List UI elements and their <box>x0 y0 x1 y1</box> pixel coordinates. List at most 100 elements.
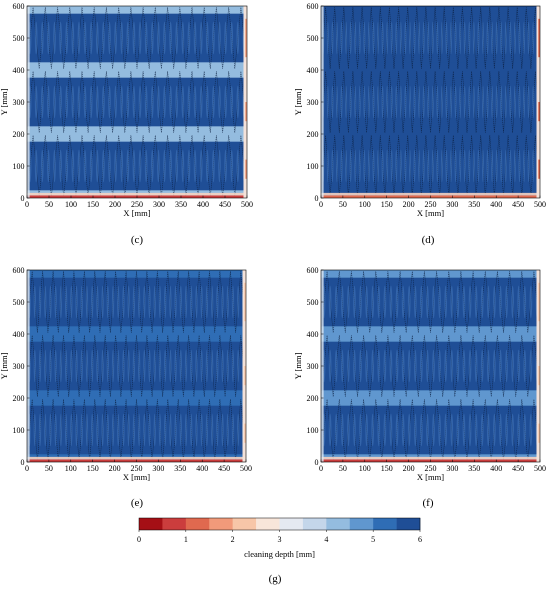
band-core <box>27 13 247 63</box>
pass-highlight <box>481 85 484 119</box>
pass-highlight <box>33 285 36 319</box>
panel-label: (c) <box>131 234 144 246</box>
pass-highlight <box>426 349 429 383</box>
pass-highlight <box>395 149 398 183</box>
y-tick-label: 500 <box>13 298 25 307</box>
colorbar-segment <box>209 518 233 530</box>
pass-highlight <box>158 413 162 447</box>
right-edge-mark <box>245 102 247 122</box>
pass-highlight <box>529 349 533 383</box>
pass-highlight <box>518 85 521 119</box>
pass-highlight <box>427 149 430 183</box>
pass-highlight <box>477 21 480 55</box>
pass-highlight <box>404 85 407 119</box>
pass-highlight <box>472 149 475 183</box>
pass-highlight <box>64 285 68 319</box>
pass-highlight <box>407 413 411 447</box>
right-edge-mark <box>245 18 247 58</box>
pass-highlight <box>64 349 68 383</box>
pass-highlight <box>195 285 198 319</box>
pass-highlight <box>59 85 62 119</box>
pass-highlight <box>236 85 240 119</box>
pass-highlight <box>399 21 402 55</box>
pass-highlight <box>450 85 453 119</box>
y-axis-label: Y [mm] <box>293 88 303 115</box>
y-tick-label: 100 <box>13 162 25 171</box>
bottom-edge-fade <box>27 456 246 460</box>
pass-highlight <box>401 413 405 447</box>
pass-highlight <box>358 149 361 183</box>
pass-highlight <box>137 285 141 319</box>
pass-highlight <box>187 85 191 119</box>
pass-highlight <box>205 349 209 383</box>
pass-highlight <box>422 21 425 55</box>
pass-highlight <box>367 149 370 183</box>
panel-label: (f) <box>423 497 434 509</box>
pass-highlight <box>181 85 185 119</box>
colorbar-segment <box>373 518 397 530</box>
pass-highlight <box>527 85 530 119</box>
pass-highlight <box>221 413 224 447</box>
pass-highlight <box>395 21 398 55</box>
pass-highlight <box>450 21 453 55</box>
pass-highlight <box>40 21 44 55</box>
pass-highlight <box>212 21 215 55</box>
pass-highlight <box>175 149 179 183</box>
pass-highlight <box>381 149 384 183</box>
pass-highlight <box>169 349 172 383</box>
pass-highlight <box>144 149 148 183</box>
heatmap-area <box>321 270 540 462</box>
pass-highlight <box>340 149 343 183</box>
tool-path <box>27 271 246 333</box>
band-core <box>321 141 540 191</box>
pass-highlight <box>459 149 462 183</box>
pass-highlight <box>47 85 50 119</box>
pass-highlight <box>77 21 81 55</box>
tool-path <box>27 335 246 397</box>
x-tick-label: 350 <box>174 464 186 473</box>
pass-highlight <box>486 21 489 55</box>
pass-highlight <box>184 413 188 447</box>
pass-highlight <box>231 349 235 383</box>
pass-highlight <box>91 285 94 319</box>
pass-highlight <box>486 413 490 447</box>
pass-highlight <box>401 285 405 319</box>
pass-highlight <box>143 349 146 383</box>
pass-highlight <box>75 413 78 447</box>
pass-highlight <box>83 21 87 55</box>
pass-highlight <box>367 21 370 55</box>
pass-highlight <box>456 285 460 319</box>
pass-highlight <box>500 21 503 55</box>
pass-highlight <box>47 149 50 183</box>
pass-highlight <box>518 149 521 183</box>
pass-highlight <box>371 413 375 447</box>
pass-highlight <box>53 21 56 55</box>
pass-highlight <box>529 285 533 319</box>
y-tick-label: 400 <box>13 66 25 75</box>
band-core <box>321 405 540 455</box>
x-tick-label: 150 <box>87 464 99 473</box>
colorbar-tick-label: 5 <box>371 535 375 544</box>
pass-highlight <box>102 85 105 119</box>
pass-highlight <box>436 85 439 119</box>
pass-highlight <box>85 285 89 319</box>
x-tick-label: 250 <box>131 200 143 209</box>
plot-panel-d: 0 50 100 150 200 250 300 350 400 450 500 0 100 200 300… <box>293 2 546 246</box>
pass-highlight <box>363 149 366 183</box>
pass-highlight <box>438 285 441 319</box>
pass-highlight <box>210 285 214 319</box>
y-tick-label: 100 <box>13 426 25 435</box>
pass-highlight <box>83 85 87 119</box>
pass-highlight <box>230 85 234 119</box>
pass-highlight <box>237 413 240 447</box>
pass-highlight <box>195 349 198 383</box>
x-tick-label: 400 <box>196 464 208 473</box>
pass-highlight <box>389 285 393 319</box>
pass-highlight <box>468 349 472 383</box>
pass-highlight <box>83 149 87 183</box>
pass-highlight <box>117 413 120 447</box>
pass-highlight <box>365 413 368 447</box>
pass-highlight <box>395 285 399 319</box>
pass-highlight <box>523 413 527 447</box>
tool-path <box>27 7 247 69</box>
